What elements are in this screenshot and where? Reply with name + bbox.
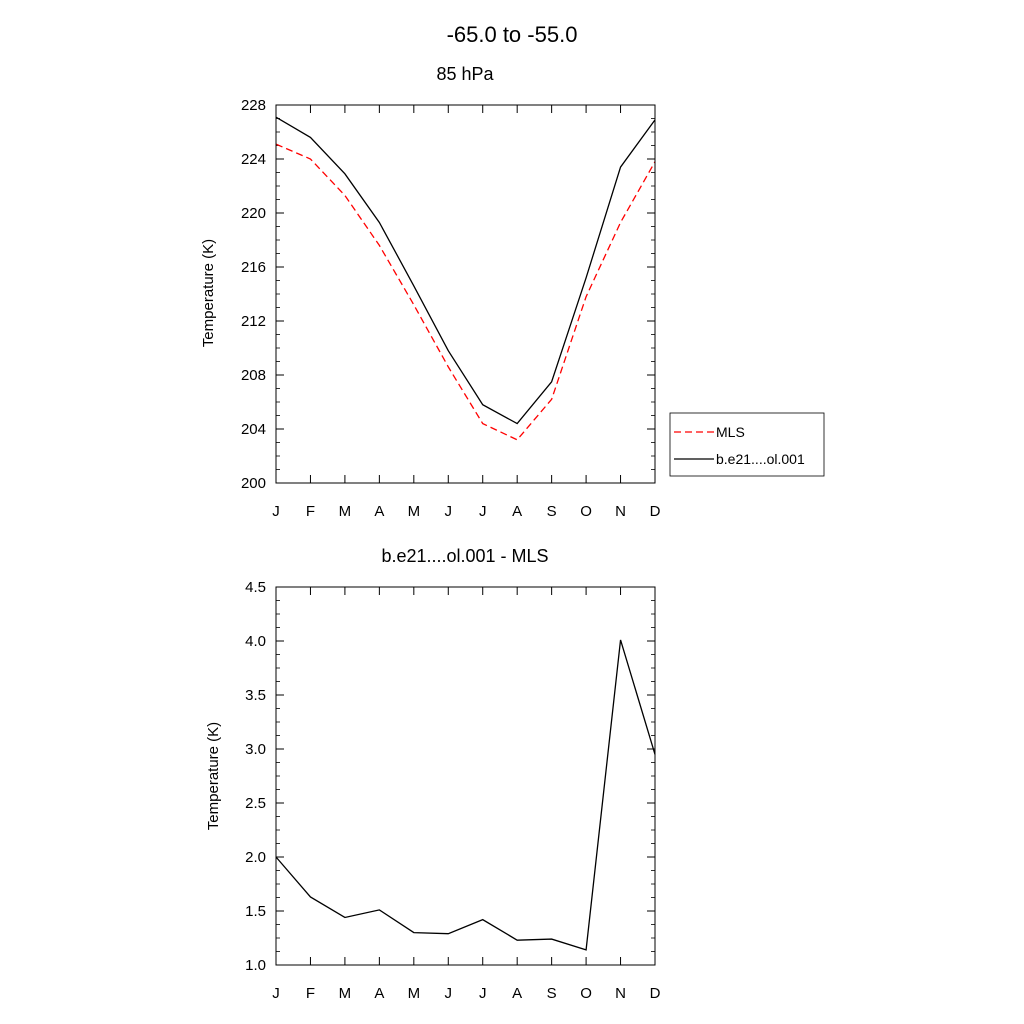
x-tick-label: S xyxy=(547,985,557,1002)
y-tick-label: 4.0 xyxy=(245,633,266,650)
difference-panel: b.e21....ol.001 - MLS Temperature (K) J F… xyxy=(205,546,661,1002)
legend-label-mls: MLS xyxy=(716,424,745,440)
series-line-mls xyxy=(275,143,656,441)
x-tick-label: J xyxy=(272,503,280,520)
legend-box xyxy=(669,412,825,477)
x-tick-label: J xyxy=(445,985,453,1002)
x-tick-label: N xyxy=(615,503,626,520)
x-tick-label: O xyxy=(580,503,592,520)
x-tick-label: O xyxy=(580,985,592,1002)
y-tick-label: 3.5 xyxy=(245,687,266,704)
y-tick-label: 1.0 xyxy=(245,957,266,974)
x-tick-label: F xyxy=(306,985,315,1002)
series-line-b-e21-ol-001 xyxy=(275,116,656,425)
x-tick-label: M xyxy=(339,985,352,1002)
x-tick-label: A xyxy=(512,503,522,520)
y-tick-label: 224 xyxy=(241,151,266,168)
series-line-0 xyxy=(275,639,656,951)
x-tick-label: J xyxy=(272,985,280,1002)
panel-title: b.e21....ol.001 - MLS xyxy=(381,546,548,566)
y-tick-label: 4.5 xyxy=(245,579,266,596)
x-tick-label: M xyxy=(339,503,352,520)
x-tick-label: A xyxy=(374,985,384,1002)
y-tick-label: 228 xyxy=(241,97,266,114)
x-tick-label: J xyxy=(479,503,487,520)
y-tick-label: 204 xyxy=(241,421,266,438)
x-tick-label: F xyxy=(306,503,315,520)
x-tick-label: A xyxy=(512,985,522,1002)
figure-main-title: -65.0 to -55.0 xyxy=(447,22,578,47)
x-tick-label: J xyxy=(445,503,453,520)
y-tick-label: 212 xyxy=(241,313,266,330)
y-tick-label: 1.5 xyxy=(245,903,266,920)
x-tick-label: M xyxy=(408,503,421,520)
y-tick-label: 3.0 xyxy=(245,741,266,758)
plot-frame xyxy=(275,586,656,966)
plot-frame xyxy=(275,104,656,484)
x-tick-label: J xyxy=(479,985,487,1002)
x-tick-label: A xyxy=(374,503,384,520)
x-tick-label: M xyxy=(408,985,421,1002)
y-tick-label: 208 xyxy=(241,367,266,384)
x-tick-label: N xyxy=(615,985,626,1002)
y-tick-label: 200 xyxy=(241,475,266,492)
x-tick-label: D xyxy=(650,985,661,1002)
y-axis-label: Temperature (K) xyxy=(205,722,222,830)
x-tick-label: D xyxy=(650,503,661,520)
temperature-panel: 85 hPa Temperature (K) J F M A M J J A S O N D 200 20… xyxy=(200,64,661,520)
legend: MLS b.e21....ol.001 xyxy=(669,412,825,477)
x-tick-label: S xyxy=(547,503,557,520)
panel-title: 85 hPa xyxy=(436,64,494,84)
y-tick-label: 216 xyxy=(241,259,266,276)
y-tick-label: 2.5 xyxy=(245,795,266,812)
legend-label-model: b.e21....ol.001 xyxy=(716,451,805,467)
y-axis-label: Temperature (K) xyxy=(200,239,217,347)
y-tick-label: 220 xyxy=(241,205,266,222)
y-tick-label: 2.0 xyxy=(245,849,266,866)
